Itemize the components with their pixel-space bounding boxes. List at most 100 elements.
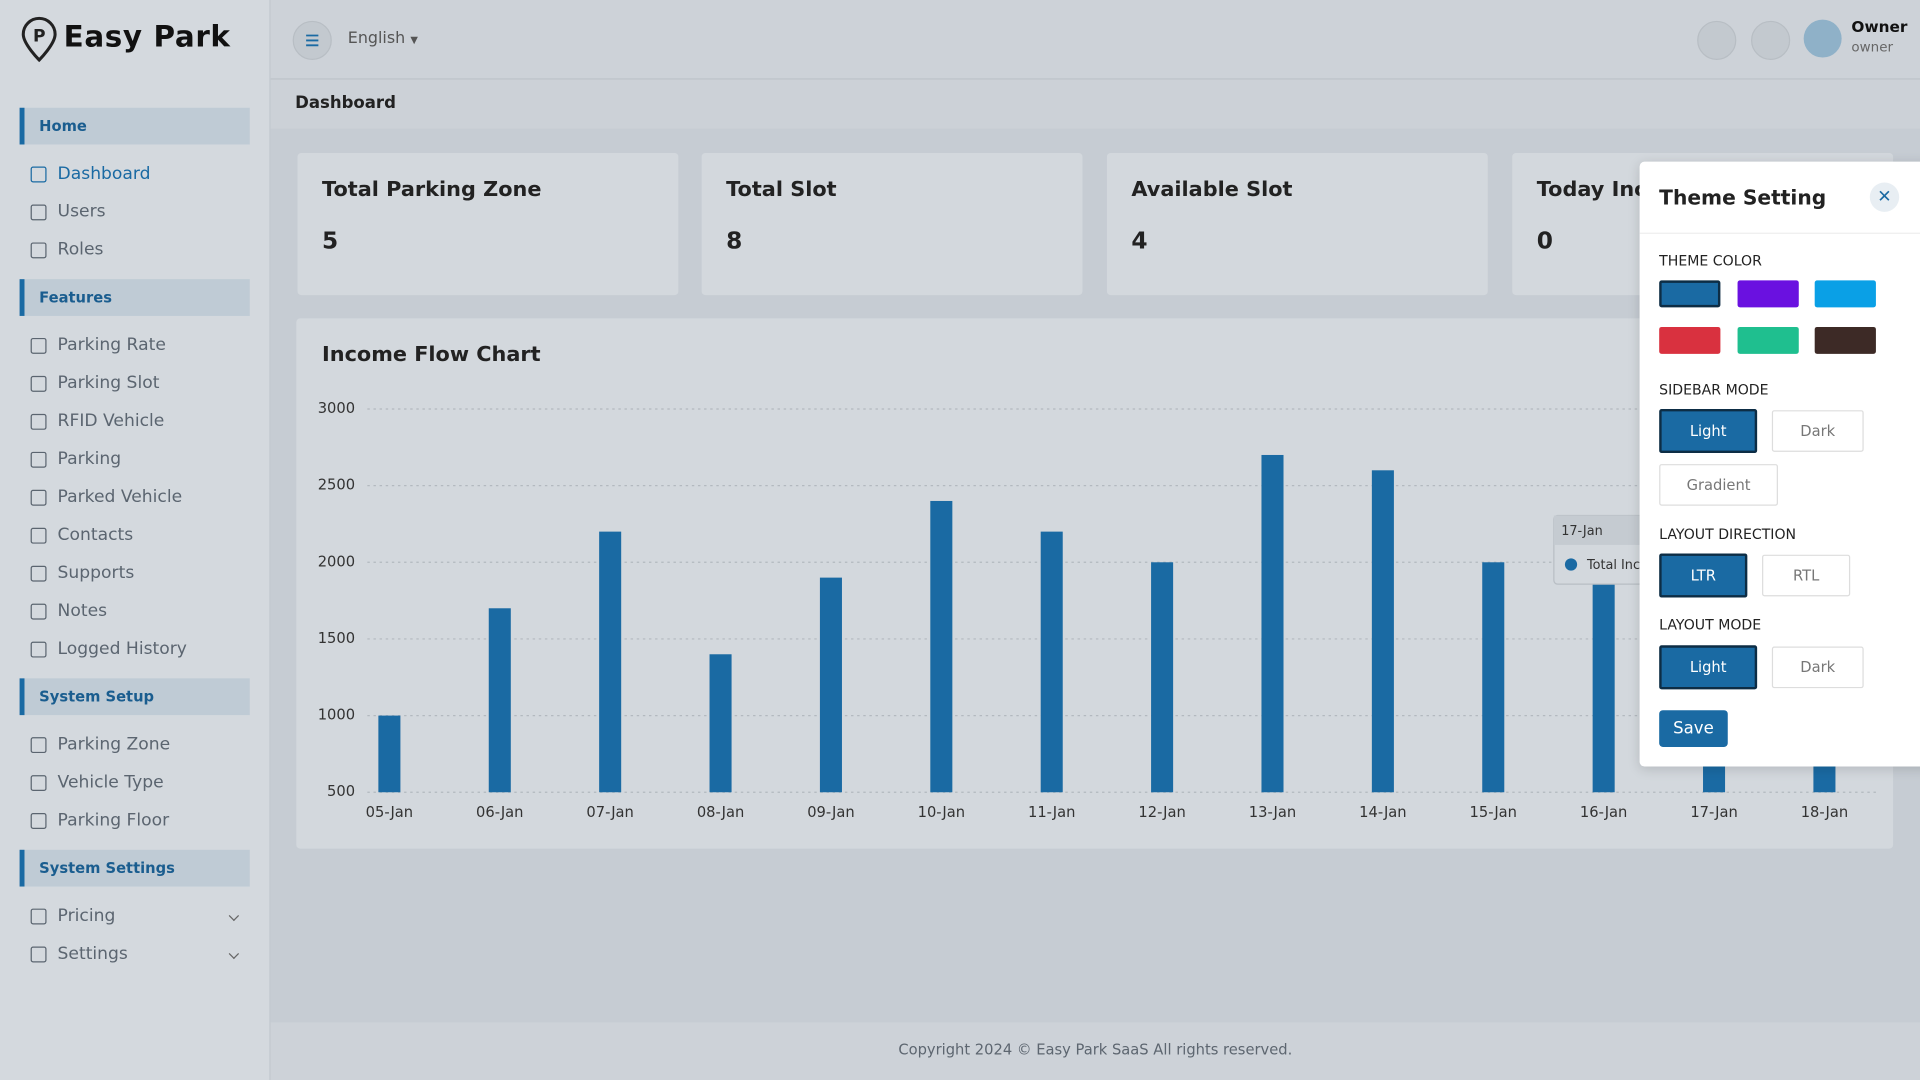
menu-item[interactable]: Parking Zone [20, 726, 250, 764]
color-swatch[interactable] [1659, 326, 1721, 354]
bar[interactable] [1371, 470, 1394, 793]
option-button[interactable]: Light [1659, 645, 1758, 690]
menu-item[interactable]: Parking Slot [20, 365, 250, 403]
option-button[interactable]: RTL [1762, 554, 1851, 597]
bar[interactable] [488, 608, 511, 793]
y-tick-label: 3000 [318, 400, 355, 417]
avatar[interactable] [1803, 19, 1842, 58]
bar[interactable] [1592, 531, 1615, 793]
menu-section: System Settings [19, 849, 250, 887]
section-label: LAYOUT MODE [1659, 615, 1762, 634]
sidebar: P Easy Park Home Dashboard Users Roles Featu… [0, 0, 271, 1080]
x-tick-label: 18-Jan [1801, 804, 1848, 821]
color-swatch[interactable] [1659, 280, 1721, 308]
chart-card: Income Flow Chart 500 1000 1500 2000 2500 300… [296, 318, 1894, 849]
footer: Copyright 2024 © Easy Park SaaS All righ… [270, 1022, 1920, 1080]
menu-item[interactable]: Roles [20, 231, 250, 269]
menu-icon [30, 641, 47, 658]
menu-item[interactable]: Parking [20, 441, 250, 479]
dark-mode-toggle[interactable] [1697, 20, 1737, 60]
menu-icon [30, 908, 47, 925]
menu-item[interactable]: Users [20, 193, 250, 231]
menu-item[interactable]: Dashboard [20, 156, 250, 194]
stat-card: Total Parking Zone 5 [297, 153, 679, 296]
bar[interactable] [378, 715, 401, 793]
option-button[interactable]: Dark [1771, 646, 1864, 689]
option-button[interactable]: Light [1659, 408, 1758, 454]
menu-icon [30, 775, 47, 792]
menu-item[interactable]: Logged History [20, 631, 250, 669]
menu-toggle[interactable] [292, 20, 332, 60]
menu-icon [30, 413, 47, 430]
stat-value: 0 [1536, 227, 1553, 255]
menu-icon [30, 166, 47, 183]
menu-icon [30, 337, 47, 354]
menu-icon [30, 489, 47, 506]
menu-item[interactable]: Pricing [20, 898, 250, 936]
language: English [347, 29, 406, 48]
option-button[interactable]: Dark [1771, 410, 1864, 452]
menu-section: System Setup [19, 678, 250, 716]
bar[interactable] [709, 654, 732, 793]
bar[interactable] [599, 531, 622, 793]
save-button[interactable]: Save [1659, 710, 1728, 747]
stat-value: 5 [322, 227, 339, 255]
divider [1639, 232, 1920, 234]
language-select[interactable]: English ▼ [347, 29, 418, 48]
brand: Easy Park [63, 19, 231, 54]
menu-icon [30, 813, 47, 829]
x-tick-label: 12-Jan [1138, 804, 1185, 821]
bar[interactable] [930, 500, 953, 793]
menu-label: Supports [57, 563, 135, 583]
x-tick-label: 10-Jan [918, 804, 965, 821]
menu-label: Parking Floor [57, 810, 170, 831]
section-label: THEME COLOR [1659, 252, 1762, 270]
color-swatch[interactable] [1736, 280, 1799, 308]
menu-label: Roles [57, 240, 104, 260]
bar[interactable] [1151, 562, 1174, 793]
menu-item[interactable]: Supports [20, 555, 250, 593]
user-name: Owner [1851, 17, 1908, 36]
bar[interactable] [1040, 531, 1063, 793]
menu-label: Dashboard [57, 164, 151, 184]
menu-label: Contacts [57, 525, 134, 545]
tooltip-title: 17-Jan [1561, 524, 1603, 539]
menu-icon [30, 527, 47, 544]
fullscreen-toggle[interactable] [1751, 20, 1791, 60]
menu-item[interactable]: Parking Floor [20, 802, 250, 840]
menu-item[interactable]: Settings [20, 936, 250, 974]
breadcrumb: Dashboard [295, 93, 396, 113]
menu-icon [30, 946, 47, 963]
close-button[interactable]: ✕ [1869, 182, 1900, 212]
menu-icon [30, 737, 47, 754]
color-swatch[interactable] [1814, 326, 1876, 354]
x-tick-label: 13-Jan [1249, 804, 1296, 821]
x-tick-label: 11-Jan [1028, 804, 1075, 821]
menu-item[interactable]: Parked Vehicle [20, 479, 250, 517]
option-button[interactable]: LTR [1659, 553, 1748, 598]
svg-text:P: P [33, 27, 46, 47]
menu-item[interactable]: RFID Vehicle [20, 403, 250, 441]
menu-icon [30, 565, 47, 582]
menu-item[interactable]: Notes [20, 593, 250, 631]
option-button[interactable]: Gradient [1659, 464, 1778, 506]
menu-item[interactable]: Contacts [20, 517, 250, 555]
bar[interactable] [1482, 562, 1505, 793]
stat-label: Total Parking Zone [322, 177, 542, 203]
menu-item[interactable]: Parking Rate [20, 327, 250, 365]
menu-label: RFID Vehicle [57, 411, 165, 432]
menu-label: Parking [57, 449, 122, 469]
color-swatch[interactable] [1736, 326, 1799, 354]
bar[interactable] [1261, 454, 1284, 793]
bar[interactable] [819, 577, 842, 793]
section-label: LAYOUT DIRECTION [1659, 525, 1797, 543]
menu-label: Pricing [57, 906, 116, 926]
x-tick-label: 17-Jan [1690, 804, 1737, 821]
menu-section: Home [19, 107, 250, 145]
stat-label: Total Slot [726, 177, 837, 203]
x-tick-label: 09-Jan [807, 804, 854, 821]
menu-item[interactable]: Vehicle Type [20, 764, 250, 802]
y-tick-label: 500 [327, 783, 355, 800]
color-swatch[interactable] [1814, 280, 1876, 308]
